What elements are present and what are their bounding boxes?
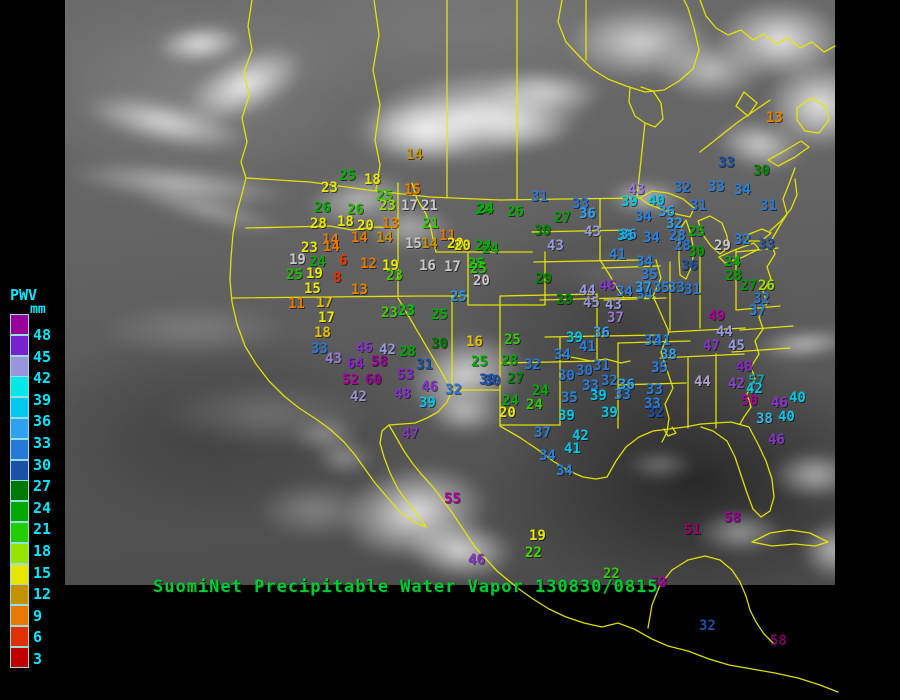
legend-swatch <box>10 314 29 335</box>
cloud-blob <box>545 250 715 300</box>
legend-unit: mm <box>30 302 46 317</box>
cloud-blob <box>301 165 419 235</box>
cloud-blob <box>715 0 835 80</box>
cloud-blob <box>255 480 375 540</box>
legend-tick-label: 15 <box>33 563 52 582</box>
legend-swatch <box>10 418 29 439</box>
cloud-blob <box>765 60 835 150</box>
legend-swatch <box>10 522 29 543</box>
cloud-blob <box>77 82 253 163</box>
legend-tick-label: 42 <box>33 369 52 388</box>
legend-swatch <box>10 376 29 398</box>
legend-swatch <box>10 334 29 356</box>
legend-swatch <box>10 459 29 481</box>
legend-tick-label: 21 <box>33 520 52 539</box>
legend-swatch <box>10 646 29 668</box>
legend-swatch <box>10 563 29 585</box>
cloud-blob <box>402 515 518 585</box>
legend-tick-label: 12 <box>33 585 52 604</box>
legend-swatch <box>10 438 29 460</box>
cloud-blob <box>625 450 695 480</box>
cloud-blob <box>753 325 835 363</box>
cloud-blob <box>128 176 292 244</box>
legend-swatch <box>10 542 29 564</box>
legend-tick-label: 30 <box>33 455 52 474</box>
station-value: 58 <box>770 633 787 649</box>
legend-swatch <box>10 501 29 523</box>
legend-tick-label: 27 <box>33 477 52 496</box>
cloud-blob <box>290 415 360 455</box>
legend-swatch <box>10 605 29 627</box>
cloud-blob <box>153 21 247 67</box>
satellite-image <box>65 0 835 585</box>
cloud-blob <box>365 205 455 250</box>
cloud-blob <box>695 510 785 555</box>
legend-tick-label: 45 <box>33 347 52 366</box>
legend-tick-label: 36 <box>33 412 52 431</box>
cloud-blob <box>95 300 295 360</box>
cloud-blob <box>655 40 765 100</box>
legend-tick-label: 3 <box>33 650 43 668</box>
cloud-blob <box>365 100 485 160</box>
cloud-blob <box>65 153 297 215</box>
legend-tick-label: 9 <box>33 606 43 625</box>
legend-swatch <box>10 480 29 502</box>
cloud-blob <box>173 30 317 140</box>
legend-tick-label: 39 <box>33 390 52 409</box>
legend-tick-label: 6 <box>33 628 43 647</box>
cloud-blob <box>605 180 685 215</box>
legend-swatch <box>10 397 29 419</box>
legend-tick-label: 24 <box>33 498 52 517</box>
cloud-blob <box>800 520 835 580</box>
cloud-blob <box>711 112 809 178</box>
cloud-blob <box>565 5 715 80</box>
legend-tick-label: 18 <box>33 542 52 560</box>
cloud-blob <box>485 70 605 115</box>
legend-swatch <box>10 626 29 647</box>
legend-swatch <box>10 355 29 377</box>
cloud-blob <box>339 53 601 182</box>
cloud-blob <box>425 390 505 435</box>
cloud-blob <box>315 440 375 475</box>
legend-tick-label: 48 <box>33 326 52 344</box>
station-value: 32 <box>699 618 716 634</box>
cloud-blob <box>396 320 534 430</box>
cloud-blob <box>155 380 375 450</box>
legend-tick-label: 33 <box>33 434 52 452</box>
cloud-blob <box>332 452 498 573</box>
legend-swatch <box>10 584 29 606</box>
caption: SuomiNet Precipitable Water Vapor 130830… <box>153 577 659 597</box>
cloud-blob <box>770 450 835 500</box>
cloud-blob <box>442 89 578 156</box>
legend-title: PWV <box>10 286 38 304</box>
